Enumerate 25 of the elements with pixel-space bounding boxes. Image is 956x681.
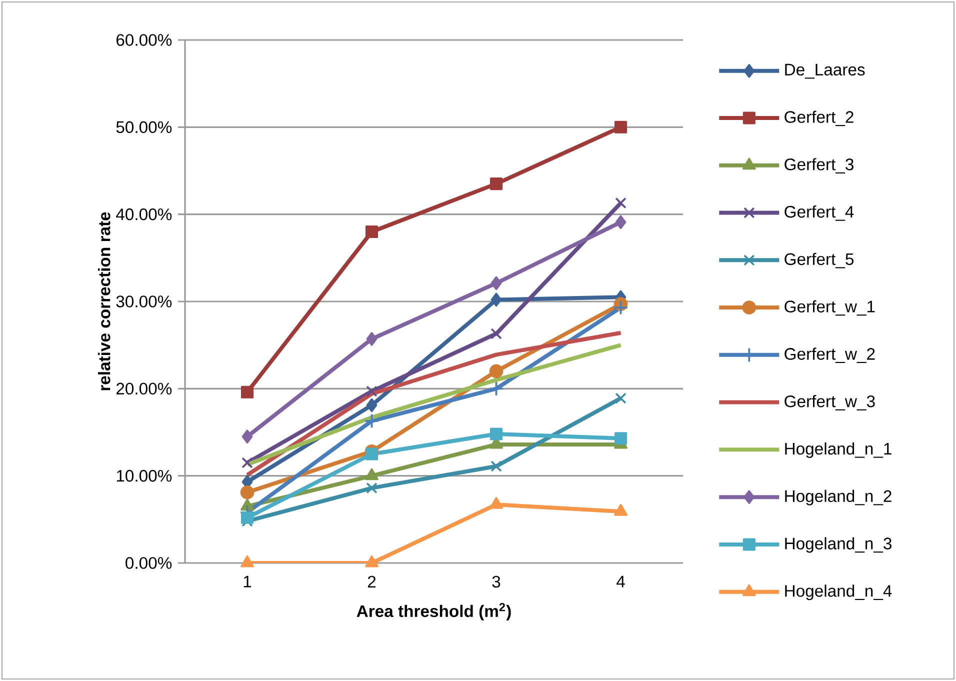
x-tick-label: 4 — [616, 576, 625, 588]
y-tick-label: 0.00% — [126, 557, 172, 569]
legend-label: Gerfert_2 — [784, 110, 854, 126]
legend-label: Gerfert_3 — [784, 158, 854, 174]
legend-label: Gerfert_5 — [784, 252, 854, 268]
y-tick-label: 30.00% — [116, 296, 172, 308]
legend-label: Gerfert_w_1 — [784, 300, 875, 316]
legend-label: Hogeland_n_3 — [785, 537, 892, 553]
legend-label: Gerfert_w_3 — [784, 395, 875, 410]
x-tick-label: 2 — [368, 576, 376, 588]
y-tick-label: 50.00% — [116, 121, 172, 134]
x-axis-title: Area threshold (m$^{2}$) — [356, 602, 511, 620]
legend-label: De_Laares — [785, 64, 865, 79]
legend-label: Hogeland_n_2 — [785, 490, 892, 506]
y-tick-label: 40.00% — [116, 208, 172, 220]
legend-label: Hogeland_n_1 — [785, 442, 892, 458]
y-tick-label: 10.00% — [116, 470, 172, 482]
y-tick-label: 60.00% — [116, 34, 172, 46]
legend-label: Gerfert_4 — [784, 205, 854, 221]
legend-label: Gerfert_w_2 — [784, 348, 875, 363]
x-tick-label: 3 — [492, 576, 500, 588]
legend-label: Hogeland_n_4 — [785, 584, 892, 600]
x-tick-label: 1 — [244, 576, 252, 588]
y-tick-label: 20.00% — [116, 382, 172, 395]
y-axis-title: relative correction rate — [98, 212, 110, 390]
